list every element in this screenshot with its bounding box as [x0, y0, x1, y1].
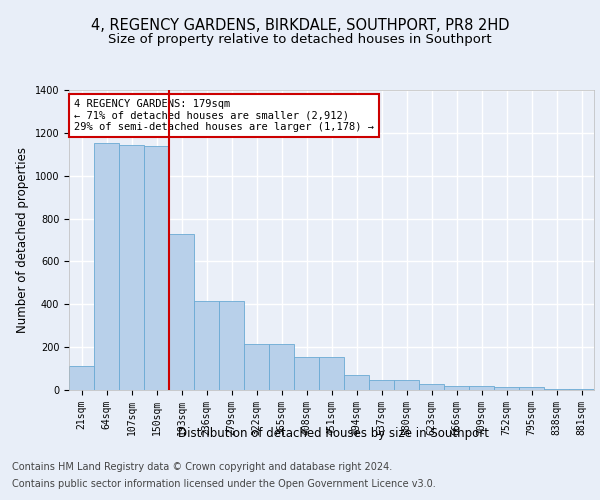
Bar: [444, 386, 469, 390]
Text: Contains public sector information licensed under the Open Government Licence v3: Contains public sector information licen…: [12, 479, 436, 489]
Bar: [394, 380, 419, 390]
Bar: [94, 142, 119, 390]
Bar: [144, 146, 169, 390]
Text: Contains HM Land Registry data © Crown copyright and database right 2024.: Contains HM Land Registry data © Crown c…: [12, 462, 392, 472]
Bar: [494, 388, 519, 390]
Bar: [569, 389, 594, 390]
Bar: [369, 380, 394, 390]
Bar: [244, 344, 269, 390]
Text: 4, REGENCY GARDENS, BIRKDALE, SOUTHPORT, PR8 2HD: 4, REGENCY GARDENS, BIRKDALE, SOUTHPORT,…: [91, 18, 509, 32]
Bar: [69, 366, 94, 390]
Bar: [169, 234, 194, 390]
Bar: [519, 388, 544, 390]
Bar: [269, 344, 294, 390]
Bar: [469, 386, 494, 390]
Bar: [194, 301, 219, 390]
Y-axis label: Number of detached properties: Number of detached properties: [16, 147, 29, 333]
Bar: [544, 389, 569, 390]
Bar: [344, 376, 369, 390]
Text: Distribution of detached houses by size in Southport: Distribution of detached houses by size …: [178, 428, 488, 440]
Bar: [119, 144, 144, 390]
Bar: [219, 301, 244, 390]
Bar: [419, 384, 444, 390]
Text: Size of property relative to detached houses in Southport: Size of property relative to detached ho…: [108, 32, 492, 46]
Text: 4 REGENCY GARDENS: 179sqm
← 71% of detached houses are smaller (2,912)
29% of se: 4 REGENCY GARDENS: 179sqm ← 71% of detac…: [74, 99, 374, 132]
Bar: [294, 357, 319, 390]
Bar: [319, 357, 344, 390]
